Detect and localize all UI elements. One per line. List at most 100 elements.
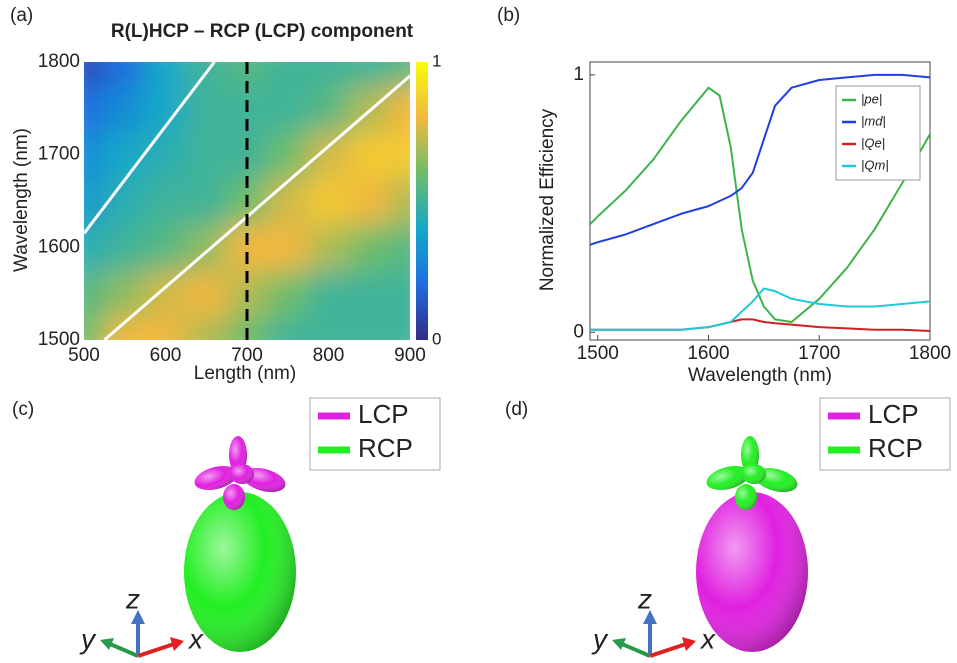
legend-label: |pe|	[861, 91, 882, 106]
line	[590, 86, 930, 323]
heatmap-cell	[307, 62, 350, 86]
pattern-body-shade	[696, 492, 808, 652]
heatmap-cell	[144, 270, 187, 318]
x-tick-label: 1600	[687, 343, 729, 364]
legend-box	[835, 85, 921, 181]
axis-arrow	[137, 642, 175, 658]
legend-label: |md|	[861, 113, 886, 128]
panel-label: (d)	[505, 399, 528, 420]
x-tick-label: 1800	[909, 343, 951, 364]
heatmap-cell	[84, 131, 105, 179]
axis-arrow	[649, 642, 687, 658]
heatmap-cell	[84, 62, 105, 86]
y-tick-label: 1700	[38, 144, 80, 165]
arrow-head	[100, 638, 114, 650]
arrow-head	[170, 637, 184, 651]
legend-label: RCP	[868, 433, 923, 463]
arrow-head	[643, 610, 657, 624]
legend-label: LCP	[358, 399, 409, 429]
x-tick-label: 500	[68, 345, 100, 366]
heatmap-cell	[266, 316, 309, 340]
heatmap-cell	[266, 270, 309, 318]
heatmap-cell	[307, 270, 350, 318]
pattern-lobe-shade	[230, 464, 254, 484]
legend-label: RCP	[358, 433, 413, 463]
y-axis-label: Wavelength (nm)	[11, 128, 32, 272]
axis-arrow	[109, 642, 139, 658]
axis-letter: y	[79, 623, 97, 654]
heatmap-cell	[348, 177, 391, 225]
heatmap-cell	[144, 223, 187, 271]
heatmap-cell	[266, 62, 309, 86]
heatmap-cell	[307, 316, 350, 340]
heatmap-cell	[84, 177, 105, 225]
heatmap-cell	[84, 270, 105, 318]
heatmap-cell	[144, 177, 187, 225]
heatmap-cell	[103, 223, 146, 271]
heatmap-cell	[348, 316, 391, 340]
line	[590, 287, 930, 331]
plot-frame	[589, 61, 931, 341]
x-tick-label: 1500	[577, 343, 619, 364]
heatmap-cell	[348, 62, 391, 86]
y-tick-label: 1800	[38, 51, 80, 72]
heatmap-cell	[348, 270, 391, 318]
heatmap-cell	[389, 84, 410, 132]
heatmap-cell	[185, 131, 228, 179]
colorbar	[416, 62, 428, 340]
x-axis-label: Length (nm)	[194, 363, 296, 384]
legend-label: LCP	[868, 399, 919, 429]
pattern-lobe-shade	[223, 484, 245, 510]
heatmap-cell	[307, 84, 350, 132]
heatmap-cell	[185, 62, 228, 86]
colorbar-tick-label: 0	[432, 329, 441, 348]
heatmap-cell	[144, 131, 187, 179]
x-tick-label: 1700	[798, 343, 840, 364]
heatmap-cell	[389, 223, 410, 271]
x-tick-label: 900	[394, 345, 426, 366]
guide-line	[103, 74, 410, 340]
legend-box	[309, 397, 441, 471]
arrow-head	[131, 610, 145, 624]
heatmap-cell	[103, 131, 146, 179]
heatmap-cell	[389, 316, 410, 340]
y-tick-label: 0	[573, 321, 584, 342]
heatmap-cell	[348, 131, 391, 179]
heatmap-cell	[144, 62, 187, 86]
axis-letter: z	[637, 583, 652, 614]
heatmap-cell	[389, 177, 410, 225]
x-tick-label: 800	[313, 345, 345, 366]
heatmap-cell	[185, 270, 228, 318]
y-axis-label: Normalized Efficiency	[537, 108, 558, 291]
axis-letter: y	[591, 623, 609, 654]
arrow-head	[682, 637, 696, 651]
heatmap-cell	[185, 177, 228, 225]
guide-line	[84, 62, 216, 235]
x-tick-label: 700	[231, 345, 263, 366]
chart-title: R(L)HCP – RCP (LCP) component	[111, 21, 414, 42]
colorbar-tick-label: 1	[432, 51, 441, 70]
heatmap-cell	[389, 131, 410, 179]
heatmap-cell	[348, 223, 391, 271]
x-axis-label: Wavelength (nm)	[688, 365, 832, 386]
heatmap-cell	[389, 270, 410, 318]
heatmap-cell	[307, 223, 350, 271]
axis-letter: x	[187, 623, 204, 654]
heatmap-cell	[266, 177, 309, 225]
arrow-head	[612, 638, 626, 650]
heatmap-cell	[266, 223, 309, 271]
legend-box	[819, 397, 951, 471]
heatmap-cell	[103, 177, 146, 225]
panel-label: (c)	[12, 399, 34, 420]
heatmap-cell	[84, 316, 105, 340]
axis-letter: z	[125, 583, 140, 614]
y-tick-label: 1500	[38, 329, 80, 350]
axis-arrow	[621, 642, 651, 658]
heatmap-cell	[266, 131, 309, 179]
y-tick-label: 1	[573, 64, 584, 85]
pattern-lobe-shade	[742, 464, 766, 484]
heatmap-cell	[103, 62, 146, 86]
heatmap-cell	[307, 177, 350, 225]
legend-label: |Qe|	[861, 135, 885, 150]
